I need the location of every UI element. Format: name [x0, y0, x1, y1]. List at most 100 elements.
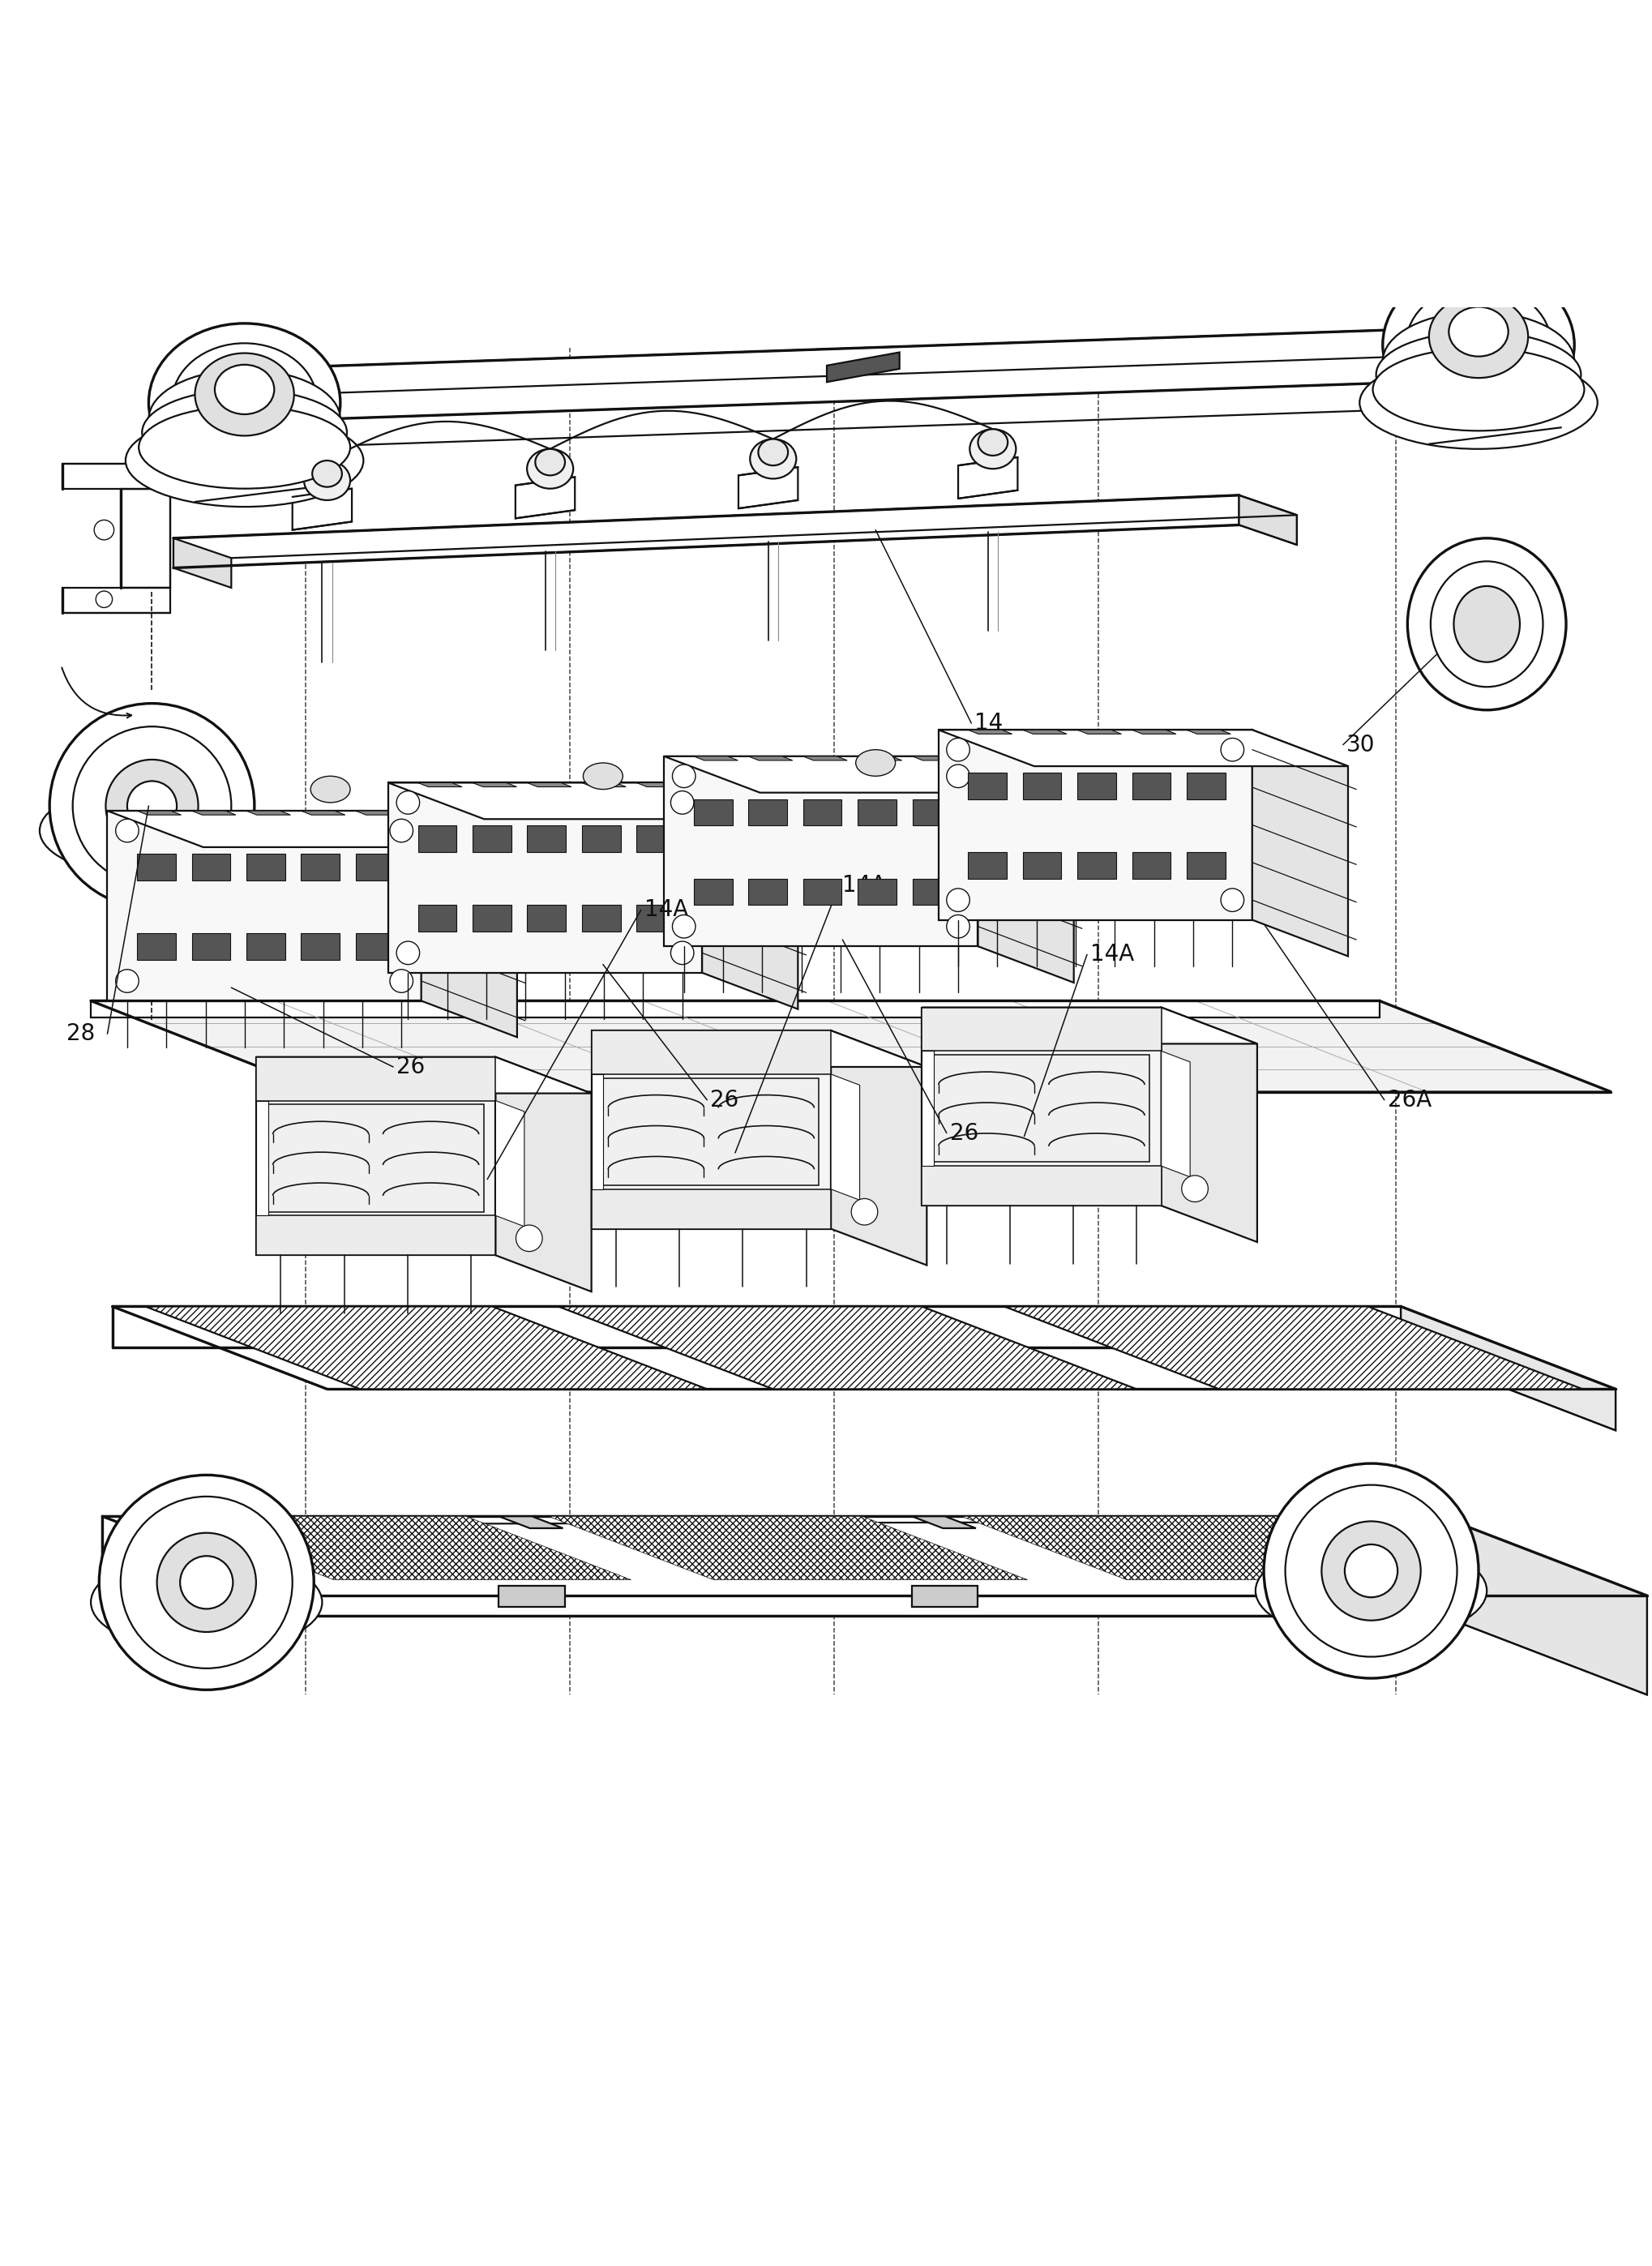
Polygon shape: [418, 825, 456, 852]
Polygon shape: [1023, 730, 1067, 734]
Polygon shape: [603, 1079, 819, 1185]
Ellipse shape: [215, 365, 274, 415]
Circle shape: [390, 818, 413, 843]
Ellipse shape: [1454, 587, 1520, 662]
Polygon shape: [472, 782, 517, 786]
Ellipse shape: [1449, 306, 1508, 356]
Polygon shape: [137, 811, 182, 816]
Polygon shape: [112, 1307, 1616, 1389]
Polygon shape: [1077, 773, 1117, 800]
Circle shape: [851, 1199, 877, 1226]
Text: 26: 26: [950, 1122, 978, 1144]
Ellipse shape: [978, 428, 1008, 455]
Ellipse shape: [1360, 356, 1597, 449]
Polygon shape: [582, 904, 621, 931]
Polygon shape: [256, 1056, 591, 1094]
Circle shape: [671, 791, 694, 813]
Polygon shape: [355, 934, 395, 959]
Polygon shape: [582, 782, 626, 786]
Polygon shape: [1186, 852, 1226, 879]
Ellipse shape: [1345, 1545, 1398, 1598]
Polygon shape: [173, 539, 231, 587]
Polygon shape: [912, 757, 957, 761]
Ellipse shape: [1256, 1541, 1487, 1641]
Polygon shape: [831, 1031, 927, 1264]
Polygon shape: [1004, 1307, 1583, 1389]
Polygon shape: [1441, 1516, 1647, 1695]
Polygon shape: [702, 782, 798, 1008]
Polygon shape: [355, 811, 400, 816]
Circle shape: [96, 591, 112, 607]
Text: 14A: 14A: [843, 875, 887, 897]
Polygon shape: [418, 904, 456, 931]
Ellipse shape: [139, 406, 350, 489]
Text: 28: 28: [66, 1022, 94, 1045]
Polygon shape: [694, 757, 738, 761]
Ellipse shape: [312, 460, 342, 487]
Ellipse shape: [1285, 1484, 1457, 1656]
Polygon shape: [256, 1056, 496, 1255]
Ellipse shape: [583, 764, 623, 789]
Polygon shape: [978, 757, 1074, 983]
Polygon shape: [664, 757, 1074, 793]
Polygon shape: [831, 1074, 859, 1201]
Polygon shape: [938, 730, 1348, 766]
Polygon shape: [826, 351, 899, 383]
Polygon shape: [192, 934, 230, 959]
Ellipse shape: [304, 460, 350, 501]
Polygon shape: [121, 489, 170, 587]
Circle shape: [1221, 888, 1244, 911]
Ellipse shape: [149, 369, 340, 469]
Polygon shape: [388, 782, 798, 818]
Polygon shape: [1161, 1051, 1189, 1176]
Circle shape: [672, 915, 695, 938]
Ellipse shape: [1383, 265, 1574, 424]
Ellipse shape: [91, 1552, 322, 1652]
Polygon shape: [496, 1056, 591, 1292]
Polygon shape: [137, 934, 175, 959]
Ellipse shape: [856, 750, 895, 777]
Polygon shape: [636, 825, 676, 852]
Polygon shape: [63, 587, 170, 612]
Polygon shape: [173, 496, 1297, 557]
Polygon shape: [803, 757, 847, 761]
Circle shape: [671, 940, 694, 965]
Ellipse shape: [1429, 295, 1528, 378]
Polygon shape: [527, 904, 567, 931]
Polygon shape: [933, 1056, 1150, 1162]
Polygon shape: [1132, 852, 1171, 879]
Polygon shape: [223, 329, 1437, 421]
Ellipse shape: [1376, 331, 1581, 417]
Polygon shape: [958, 458, 1018, 499]
Polygon shape: [912, 1586, 978, 1607]
Ellipse shape: [149, 324, 340, 483]
Ellipse shape: [106, 759, 198, 852]
Polygon shape: [922, 1167, 1161, 1206]
Polygon shape: [169, 1516, 631, 1579]
Polygon shape: [418, 782, 463, 786]
Polygon shape: [857, 800, 897, 825]
Polygon shape: [857, 879, 897, 904]
Text: 14A: 14A: [644, 900, 689, 922]
Polygon shape: [421, 811, 517, 1038]
Ellipse shape: [1465, 383, 1492, 403]
Circle shape: [672, 764, 695, 789]
Polygon shape: [246, 811, 291, 816]
Polygon shape: [223, 369, 289, 446]
Polygon shape: [1077, 730, 1122, 734]
Polygon shape: [922, 1051, 933, 1167]
Ellipse shape: [40, 784, 264, 877]
Polygon shape: [1161, 1008, 1257, 1242]
Polygon shape: [591, 1031, 831, 1228]
Polygon shape: [748, 879, 786, 904]
Polygon shape: [137, 854, 175, 879]
Polygon shape: [268, 1104, 484, 1212]
Polygon shape: [748, 757, 793, 761]
Polygon shape: [1252, 730, 1348, 956]
Polygon shape: [173, 496, 1239, 569]
Polygon shape: [912, 879, 952, 904]
Polygon shape: [178, 460, 327, 501]
Polygon shape: [301, 934, 340, 959]
Polygon shape: [192, 854, 230, 879]
Circle shape: [390, 970, 413, 993]
